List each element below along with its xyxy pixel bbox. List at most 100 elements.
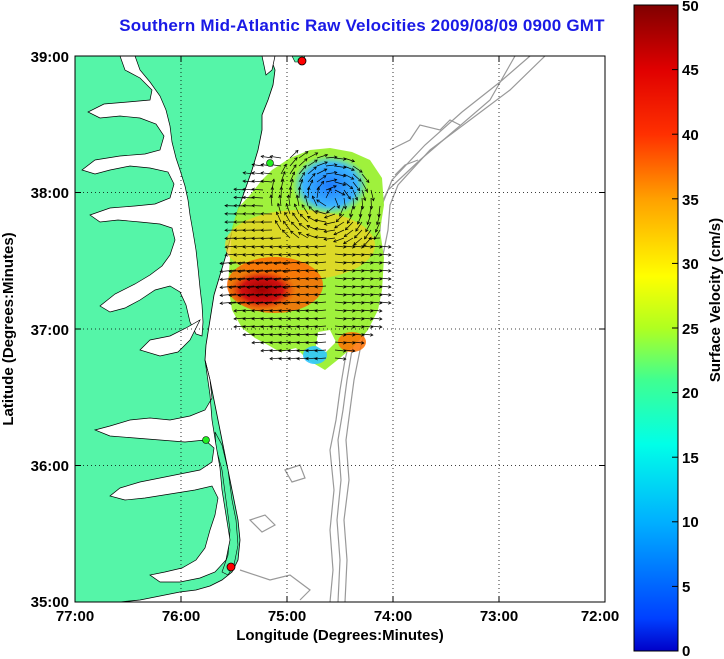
velocity-arrow — [265, 277, 282, 280]
velocity-arrowhead — [233, 195, 237, 200]
velocity-arrowhead — [305, 348, 309, 353]
velocity-arrow — [334, 325, 346, 328]
velocity-arrowhead — [281, 229, 286, 233]
velocity-arrowhead — [379, 325, 383, 329]
velocity-arrowhead — [314, 227, 319, 231]
velocity-arrowhead — [224, 245, 228, 249]
velocity-arrow — [325, 164, 337, 167]
velocity-arrowhead — [270, 186, 275, 190]
colorbar-tick-label: 50 — [682, 0, 699, 15]
velocity-arrow — [220, 269, 237, 272]
velocity-arrowhead — [251, 245, 255, 249]
velocity-arrowhead — [260, 317, 264, 321]
velocity-arrow — [369, 205, 372, 217]
velocity-arrowhead — [287, 333, 291, 337]
velocity-arrowhead — [251, 333, 255, 337]
velocity-arrowhead — [255, 261, 259, 266]
velocity-arrowhead — [354, 197, 359, 201]
velocity-arrow — [283, 269, 300, 272]
velocity-arrow — [379, 269, 391, 272]
velocity-arrowhead — [333, 185, 337, 189]
colorbar: 50 45 40 35 30 25 20 15 10 5 0 Surface V… — [633, 0, 724, 659]
velocity-arrow — [352, 317, 364, 320]
velocity-arrow — [314, 349, 327, 352]
velocity-arrow — [287, 317, 300, 320]
velocity-arrow — [352, 269, 364, 272]
colorbar-label: Surface Velocity (cm/s) — [707, 218, 724, 382]
velocity-arrow — [296, 195, 300, 207]
radar-site-red-north — [297, 56, 307, 66]
velocity-arrow — [315, 269, 327, 272]
velocity-arrow — [269, 309, 282, 312]
velocity-arrow — [343, 333, 355, 336]
velocity-arrowhead — [233, 245, 237, 249]
velocity-arrow — [314, 285, 327, 288]
velocity-arrow — [343, 277, 355, 280]
velocity-arrowhead — [260, 309, 264, 313]
velocity-arrow — [251, 325, 264, 328]
velocity-arrow — [352, 301, 364, 304]
velocity-arrowhead — [242, 212, 246, 216]
velocity-arrowhead — [296, 293, 300, 297]
velocity-arrow — [316, 161, 328, 167]
velocity-arrow — [274, 285, 291, 288]
velocity-arrow — [270, 253, 282, 256]
velocity-arrowhead — [322, 175, 327, 179]
velocity-arrow — [363, 237, 372, 247]
velocity-arrowhead — [251, 171, 256, 175]
velocity-arrow — [288, 253, 300, 256]
velocity-arrow — [334, 301, 346, 304]
velocity-arrowhead — [342, 182, 347, 186]
velocity-arrow — [261, 155, 273, 159]
velocity-arrowhead — [296, 309, 300, 313]
velocity-arrowhead — [379, 317, 383, 321]
velocity-arrowhead — [278, 309, 282, 313]
velocity-arrow — [305, 285, 318, 288]
velocity-arrowhead — [279, 186, 284, 190]
velocity-arrow — [297, 277, 309, 280]
velocity-arrowhead — [347, 195, 351, 200]
velocity-arrow — [242, 325, 255, 328]
velocity-arrow — [343, 181, 353, 190]
velocity-arrow — [283, 277, 300, 280]
velocity-arrow — [343, 341, 355, 344]
velocity-arrowhead — [246, 285, 250, 290]
velocity-arrowhead — [224, 212, 228, 216]
velocity-arrowhead — [278, 333, 282, 337]
velocity-arrowhead — [352, 349, 356, 353]
velocity-arrowhead — [219, 301, 223, 305]
velocity-arrow — [361, 189, 366, 201]
velocity-arrow — [274, 277, 291, 280]
velocity-arrowhead — [264, 293, 268, 298]
velocity-arrow — [352, 341, 364, 344]
velocity-arrow — [247, 269, 264, 272]
velocity-arrow — [220, 277, 237, 280]
velocity-arrowhead — [308, 205, 312, 210]
velocity-arrow — [287, 349, 300, 352]
velocity-arrow — [370, 285, 382, 288]
velocity-arrowhead — [305, 253, 309, 257]
velocity-arrowhead — [314, 235, 318, 239]
velocity-arrowhead — [285, 202, 289, 207]
velocity-arrow — [270, 195, 273, 207]
velocity-arrowhead — [269, 325, 273, 329]
velocity-arrow — [247, 277, 264, 280]
velocity-arrowhead — [224, 228, 228, 232]
velocity-arrowhead — [292, 212, 296, 217]
velocity-arrowhead — [304, 194, 308, 199]
velocity-arrowhead — [278, 356, 282, 361]
velocity-arrowhead — [388, 285, 392, 289]
velocity-arrowhead — [282, 261, 286, 266]
grid-lines — [75, 56, 605, 602]
velocity-arrow — [252, 164, 264, 167]
velocity-arrowhead — [305, 293, 309, 297]
velocity-arrow — [370, 309, 382, 312]
velocity-arrow — [361, 173, 370, 183]
velocity-arrowhead — [228, 277, 232, 282]
velocity-arrowhead — [260, 236, 264, 241]
velocity-arrowhead — [296, 301, 300, 305]
velocity-arrow — [343, 189, 351, 200]
velocity-arrowhead — [296, 348, 300, 353]
velocity-arrowhead — [305, 277, 309, 281]
velocity-arrowhead — [274, 219, 279, 224]
